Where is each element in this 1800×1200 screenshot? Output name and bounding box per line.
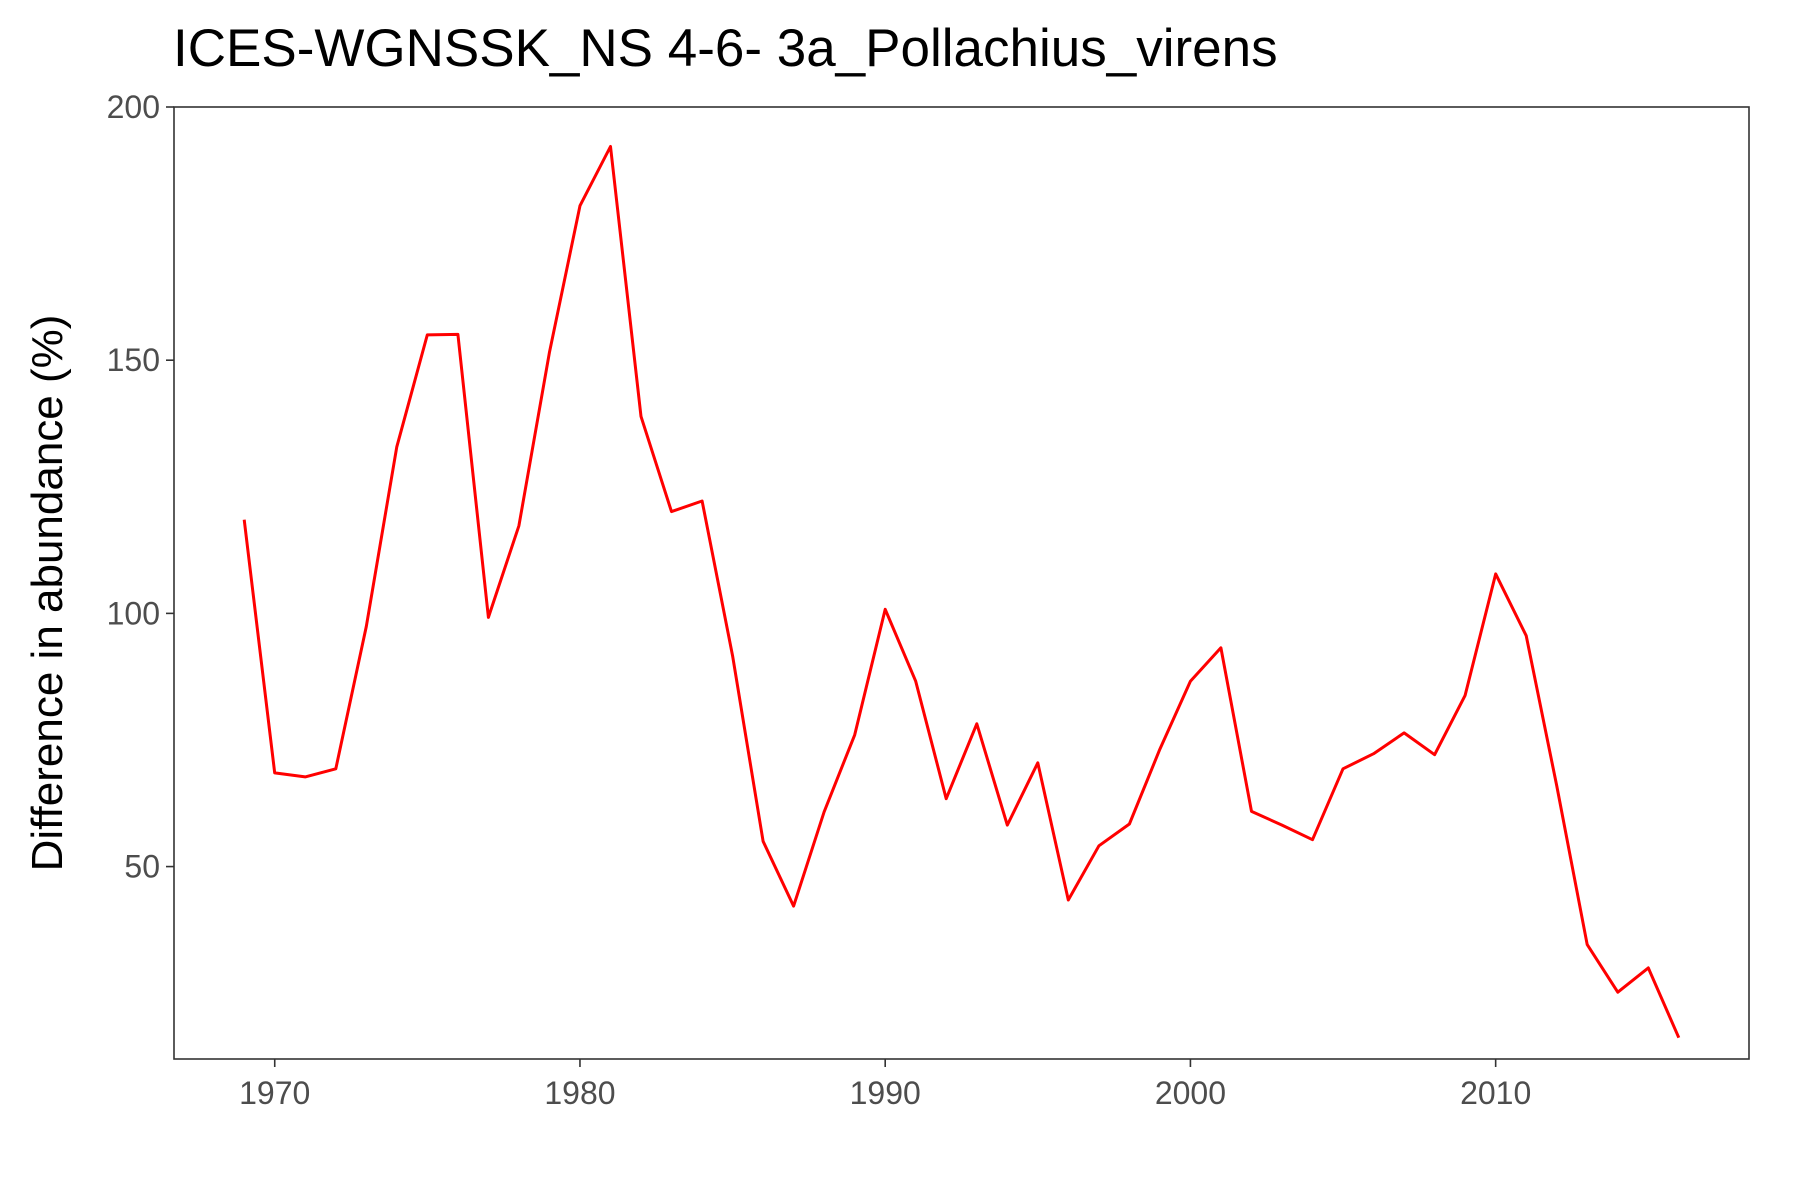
plot-panel: [173, 106, 1750, 1060]
x-tick-label: 1980: [544, 1075, 615, 1111]
chart-title: ICES-WGNSSK_NS 4-6- 3a_Pollachius_virens: [173, 19, 1278, 78]
y-tick-label: 50: [124, 849, 160, 885]
y-axis: 50 100 150 200: [107, 89, 174, 885]
x-tick-label: 2010: [1460, 1075, 1531, 1111]
x-axis: 1970 1980 1990 2000 2010: [239, 1059, 1531, 1111]
x-tick-label: 2000: [1155, 1075, 1226, 1111]
y-tick-label: 100: [107, 595, 160, 631]
x-tick-label: 1970: [239, 1075, 310, 1111]
y-tick-label: 200: [107, 89, 160, 125]
y-tick-label: 150: [107, 342, 160, 378]
series-line: [242, 145, 1681, 1039]
y-axis-label: Difference in abundance (%): [23, 315, 72, 872]
series-layer: [242, 145, 1681, 1039]
x-tick-label: 1990: [850, 1075, 921, 1111]
